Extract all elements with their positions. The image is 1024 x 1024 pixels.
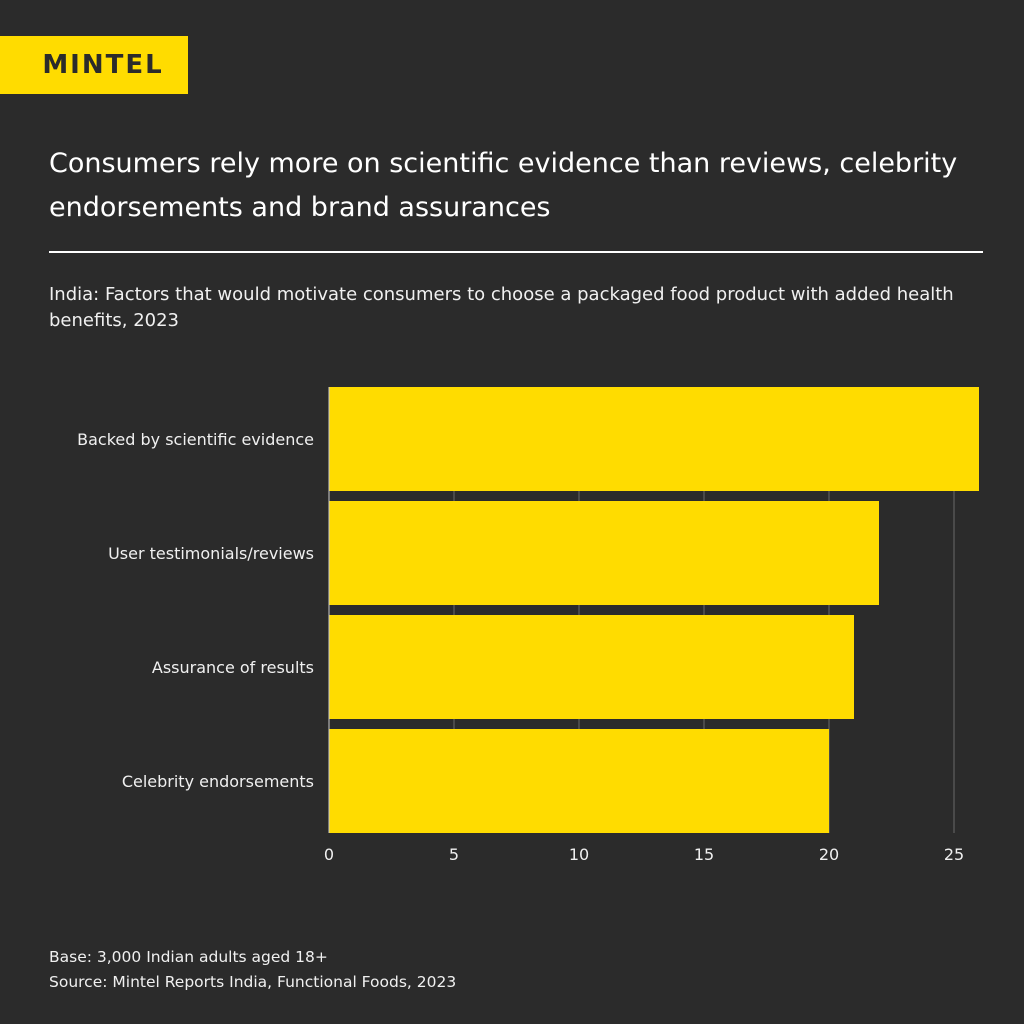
logo-text: MINTEL xyxy=(42,50,164,80)
source-note: Source: Mintel Reports India, Functional… xyxy=(49,973,457,991)
bar xyxy=(329,501,879,605)
divider xyxy=(49,251,983,253)
x-tick-label: 0 xyxy=(324,845,334,864)
x-tick-label: 10 xyxy=(569,845,589,864)
category-label: Backed by scientific evidence xyxy=(77,430,314,449)
bar xyxy=(329,615,854,719)
category-label: Assurance of results xyxy=(152,658,314,677)
category-label: User testimonials/reviews xyxy=(108,544,314,563)
mintel-logo: MINTEL xyxy=(0,36,188,94)
x-tick-label: 20 xyxy=(819,845,839,864)
bar xyxy=(329,729,829,833)
footer: Base: 3,000 Indian adults aged 18+ Sourc… xyxy=(49,945,456,995)
x-tick-label: 5 xyxy=(449,845,459,864)
base-note: Base: 3,000 Indian adults aged 18+ xyxy=(49,948,328,966)
chart-subtitle: India: Factors that would motivate consu… xyxy=(49,284,954,331)
chart-title: Consumers rely more on scientific eviden… xyxy=(49,148,958,223)
category-label: Celebrity endorsements xyxy=(122,772,314,791)
bar xyxy=(329,387,979,491)
x-tick-label: 15 xyxy=(694,845,714,864)
x-tick-label: 25 xyxy=(944,845,964,864)
